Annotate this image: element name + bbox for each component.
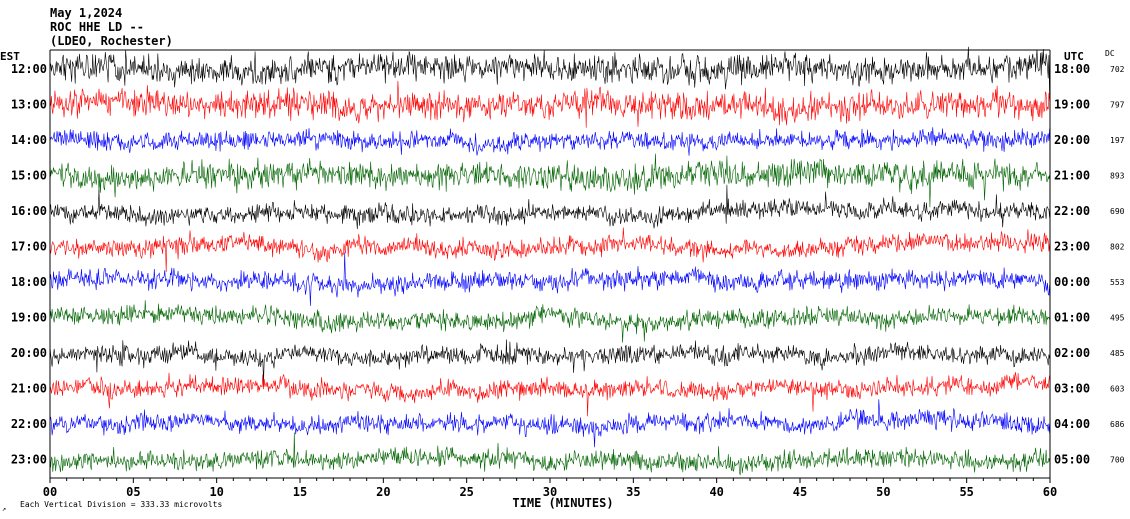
left-axis-label: EST <box>0 50 20 63</box>
utc-label: 03:00 <box>1054 382 1090 396</box>
dc-value: 495 <box>1110 314 1125 323</box>
est-label: 19:00 <box>11 311 47 325</box>
x-tick-label: 15 <box>293 485 307 499</box>
est-label: 14:00 <box>11 133 47 147</box>
trace-2000 <box>49 339 1050 385</box>
trace-layer <box>49 46 1050 476</box>
utc-label: 20:00 <box>1054 133 1090 147</box>
x-tick-label: 25 <box>459 485 473 499</box>
trace-2100 <box>49 372 1050 417</box>
utc-label: 01:00 <box>1054 311 1090 325</box>
dc-value: 686 <box>1110 420 1125 429</box>
x-tick-label: 45 <box>793 485 807 499</box>
header-date: May 1,2024 <box>50 6 122 20</box>
trace-1500 <box>49 153 1050 208</box>
x-tick-label: 10 <box>209 485 223 499</box>
utc-label: 00:00 <box>1054 275 1090 289</box>
x-tick-label: 05 <box>126 485 140 499</box>
x-tick-label: 30 <box>543 485 557 499</box>
right-axis-label: UTC <box>1064 50 1084 63</box>
utc-label: 22:00 <box>1054 204 1090 218</box>
trace-2200 <box>49 399 1050 448</box>
est-label: 16:00 <box>11 204 47 218</box>
dc-value: 702 <box>1110 65 1125 74</box>
x-tick-label: 55 <box>959 485 973 499</box>
est-label: 15:00 <box>11 169 47 183</box>
dc-value: 690 <box>1110 207 1125 216</box>
dc-value: 893 <box>1110 172 1125 181</box>
utc-label: 02:00 <box>1054 346 1090 360</box>
dc-value: 485 <box>1110 349 1125 358</box>
dc-value: 797 <box>1110 101 1125 110</box>
trace-2300 <box>49 432 1050 476</box>
x-axis-label: TIME (MINUTES) <box>512 496 613 510</box>
est-label: 23:00 <box>11 453 47 467</box>
dc-value: 603 <box>1110 385 1125 394</box>
utc-label: 23:00 <box>1054 240 1090 254</box>
x-tick-label: 20 <box>376 485 390 499</box>
est-label: 20:00 <box>11 346 47 360</box>
est-label: 12:00 <box>11 62 47 76</box>
est-label: 17:00 <box>11 240 47 254</box>
est-label: 21:00 <box>11 382 47 396</box>
row-label-layer: 12:00 18:00 702 13:00 19:00 797 14:00 20:00 197 1… <box>11 62 1125 467</box>
x-tick-label: 35 <box>626 485 640 499</box>
est-label: 13:00 <box>11 98 47 112</box>
dc-value: 197 <box>1110 136 1125 145</box>
est-label: 22:00 <box>11 417 47 431</box>
trace-1400 <box>49 127 1050 156</box>
dc-value: 553 <box>1110 278 1125 287</box>
utc-label: 18:00 <box>1054 62 1090 76</box>
utc-label: 05:00 <box>1054 453 1090 467</box>
trace-1300 <box>49 80 1050 128</box>
x-tick-label: 50 <box>876 485 890 499</box>
utc-label: 04:00 <box>1054 417 1090 431</box>
footer-symbol: ↗ <box>2 505 6 513</box>
header-station: ROC HHE LD -- <box>50 20 144 34</box>
utc-label: 19:00 <box>1054 98 1090 112</box>
trace-1900 <box>49 300 1050 343</box>
utc-label: 21:00 <box>1054 169 1090 183</box>
dc-value: 700 <box>1110 456 1125 465</box>
trace-1200 <box>49 46 1050 99</box>
trace-1700 <box>49 227 1050 273</box>
x-tick-label: 60 <box>1043 485 1057 499</box>
trace-1600 <box>50 184 1050 230</box>
trace-1800 <box>49 252 1050 306</box>
dc-label: DC <box>1105 49 1115 58</box>
header-network: (LDEO, Rochester) <box>50 34 173 48</box>
dc-value: 802 <box>1110 243 1125 252</box>
x-tick-label: 40 <box>709 485 723 499</box>
est-label: 18:00 <box>11 275 47 289</box>
x-tick-layer: 00 05 10 15 20 25 30 35 40 45 50 55 60 <box>43 478 1057 499</box>
x-tick-label: 00 <box>43 485 57 499</box>
scale-note: Each Vertical Division = 333.33 microvol… <box>20 500 222 509</box>
